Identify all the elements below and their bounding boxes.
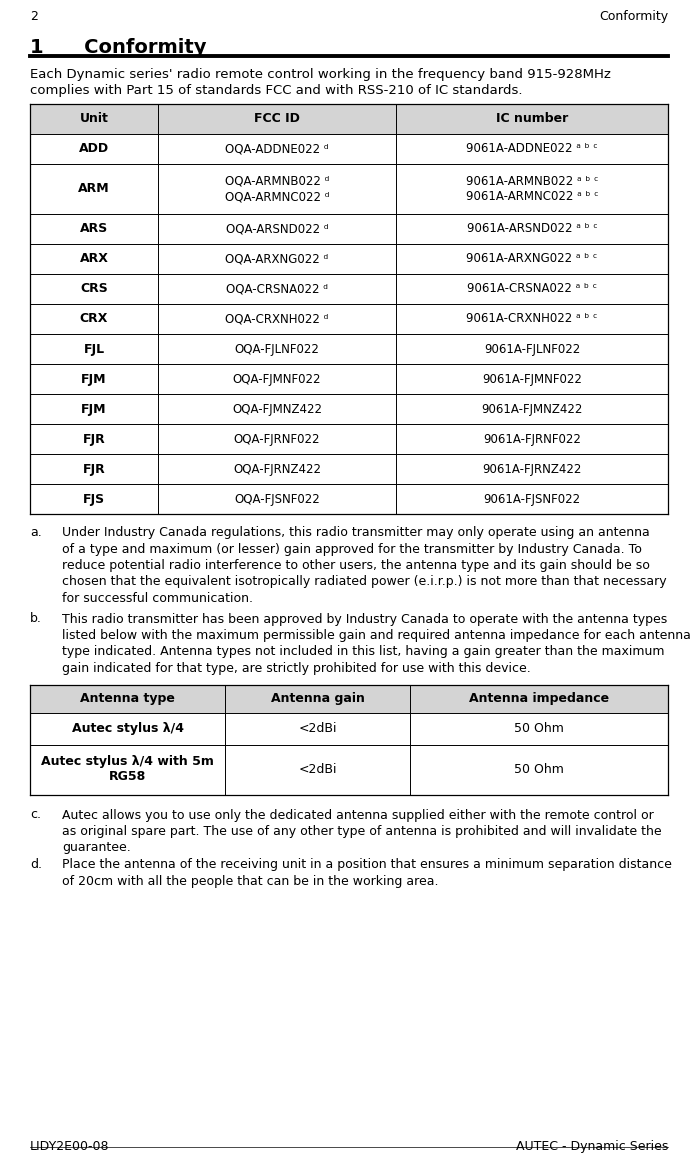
Text: 9061A-ARMNB022 ᵃ ᵇ ᶜ
9061A-ARMNC022 ᵃ ᵇ ᶜ: 9061A-ARMNB022 ᵃ ᵇ ᶜ 9061A-ARMNC022 ᵃ ᵇ … xyxy=(466,175,598,203)
Text: OQA-FJMNZ422: OQA-FJMNZ422 xyxy=(232,403,322,415)
Text: Antenna type: Antenna type xyxy=(80,692,175,705)
Text: OQA-FJLNF022: OQA-FJLNF022 xyxy=(235,342,320,356)
Text: Conformity: Conformity xyxy=(599,11,668,23)
Text: of 20cm with all the people that can be in the working area.: of 20cm with all the people that can be … xyxy=(62,874,438,887)
Text: ARS: ARS xyxy=(80,223,108,236)
Text: 9061A-ARSND022 ᵃ ᵇ ᶜ: 9061A-ARSND022 ᵃ ᵇ ᶜ xyxy=(467,223,597,236)
Text: CRX: CRX xyxy=(80,313,108,326)
Text: <2dBi: <2dBi xyxy=(298,722,336,735)
Text: b.: b. xyxy=(30,613,42,626)
Text: d.: d. xyxy=(30,858,42,871)
Text: FJM: FJM xyxy=(81,403,107,415)
Text: 50 Ohm: 50 Ohm xyxy=(514,763,564,776)
Text: guarantee.: guarantee. xyxy=(62,841,131,854)
Text: Unit: Unit xyxy=(80,112,108,126)
Text: OQA-FJMNF022: OQA-FJMNF022 xyxy=(232,372,321,385)
Text: 50 Ohm: 50 Ohm xyxy=(514,722,564,735)
Text: ARX: ARX xyxy=(80,252,108,266)
Text: reduce potential radio interference to other users, the antenna type and its gai: reduce potential radio interference to o… xyxy=(62,559,650,572)
Text: FJR: FJR xyxy=(82,433,105,446)
Text: 9061A-FJMNZ422: 9061A-FJMNZ422 xyxy=(482,403,583,415)
Text: FCC ID: FCC ID xyxy=(254,112,300,126)
Text: ARM: ARM xyxy=(78,182,110,196)
Text: OQA-ADDNE022 ᵈ: OQA-ADDNE022 ᵈ xyxy=(225,142,329,155)
Text: AUTEC - Dynamic Series: AUTEC - Dynamic Series xyxy=(516,1140,668,1153)
Text: Antenna impedance: Antenna impedance xyxy=(469,692,609,705)
Bar xyxy=(30,685,668,713)
Text: 9061A-FJRNF022: 9061A-FJRNF022 xyxy=(483,433,581,446)
Text: 2: 2 xyxy=(30,11,38,23)
Text: OQA-ARMNB022 ᵈ
OQA-ARMNC022 ᵈ: OQA-ARMNB022 ᵈ OQA-ARMNC022 ᵈ xyxy=(225,175,329,203)
Text: FJS: FJS xyxy=(83,492,105,505)
Text: IC number: IC number xyxy=(496,112,568,126)
Text: OQA-FJRNF022: OQA-FJRNF022 xyxy=(234,433,320,446)
Text: 9061A-ADDNE022 ᵃ ᵇ ᶜ: 9061A-ADDNE022 ᵃ ᵇ ᶜ xyxy=(466,142,598,155)
Text: 9061A-CRSNA022 ᵃ ᵇ ᶜ: 9061A-CRSNA022 ᵃ ᵇ ᶜ xyxy=(467,282,597,295)
Text: 9061A-CRXNH022 ᵃ ᵇ ᶜ: 9061A-CRXNH022 ᵃ ᵇ ᶜ xyxy=(466,313,597,326)
Text: gain indicated for that type, are strictly prohibited for use with this device.: gain indicated for that type, are strict… xyxy=(62,662,530,675)
Text: OQA-ARXNG022 ᵈ: OQA-ARXNG022 ᵈ xyxy=(225,252,329,266)
Text: OQA-CRXNH022 ᵈ: OQA-CRXNH022 ᵈ xyxy=(225,313,329,326)
Text: OQA-ARSND022 ᵈ: OQA-ARSND022 ᵈ xyxy=(225,223,328,236)
Text: Each Dynamic series' radio remote control working in the frequency band 915-928M: Each Dynamic series' radio remote contro… xyxy=(30,68,611,81)
Text: a.: a. xyxy=(30,526,42,539)
Text: for successful communication.: for successful communication. xyxy=(62,592,253,605)
Text: ADD: ADD xyxy=(79,142,109,155)
Text: listed below with the maximum permissible gain and required antenna impedance fo: listed below with the maximum permissibl… xyxy=(62,629,691,642)
Text: FJM: FJM xyxy=(81,372,107,385)
Text: CRS: CRS xyxy=(80,282,108,295)
Text: 9061A-FJLNF022: 9061A-FJLNF022 xyxy=(484,342,580,356)
Text: chosen that the equivalent isotropically radiated power (e.i.r.p.) is not more t: chosen that the equivalent isotropically… xyxy=(62,575,667,588)
Text: Place the antenna of the receiving unit in a position that ensures a minimum sep: Place the antenna of the receiving unit … xyxy=(62,858,672,871)
Text: FJR: FJR xyxy=(82,462,105,475)
Text: 9061A-FJSNF022: 9061A-FJSNF022 xyxy=(484,492,581,505)
Text: as original spare part. The use of any other type of antenna is prohibited and w: as original spare part. The use of any o… xyxy=(62,825,662,838)
Text: <2dBi: <2dBi xyxy=(298,763,336,776)
Text: OQA-FJRNZ422: OQA-FJRNZ422 xyxy=(233,462,321,475)
Bar xyxy=(30,104,668,134)
Text: 1      Conformity: 1 Conformity xyxy=(30,39,207,57)
Text: 9061A-FJRNZ422: 9061A-FJRNZ422 xyxy=(482,462,581,475)
Text: Autec allows you to use only the dedicated antenna supplied either with the remo: Autec allows you to use only the dedicat… xyxy=(62,809,654,822)
Text: This radio transmitter has been approved by Industry Canada to operate with the : This radio transmitter has been approved… xyxy=(62,613,667,626)
Text: Autec stylus λ/4 with 5m
RG58: Autec stylus λ/4 with 5m RG58 xyxy=(41,755,214,783)
Text: 9061A-ARXNG022 ᵃ ᵇ ᶜ: 9061A-ARXNG022 ᵃ ᵇ ᶜ xyxy=(466,252,597,266)
Text: 9061A-FJMNF022: 9061A-FJMNF022 xyxy=(482,372,582,385)
Text: complies with Part 15 of standards FCC and with RSS-210 of IC standards.: complies with Part 15 of standards FCC a… xyxy=(30,84,523,97)
Text: c.: c. xyxy=(30,809,41,822)
Text: of a type and maximum (or lesser) gain approved for the transmitter by Industry : of a type and maximum (or lesser) gain a… xyxy=(62,543,642,555)
Text: OQA-FJSNF022: OQA-FJSNF022 xyxy=(234,492,320,505)
Text: type indicated. Antenna types not included in this list, having a gain greater t: type indicated. Antenna types not includ… xyxy=(62,645,664,658)
Text: FJL: FJL xyxy=(84,342,105,356)
Text: OQA-CRSNA022 ᵈ: OQA-CRSNA022 ᵈ xyxy=(226,282,328,295)
Text: LIDY2E00-08: LIDY2E00-08 xyxy=(30,1140,110,1153)
Text: Antenna gain: Antenna gain xyxy=(271,692,364,705)
Text: Under Industry Canada regulations, this radio transmitter may only operate using: Under Industry Canada regulations, this … xyxy=(62,526,650,539)
Text: Autec stylus λ/4: Autec stylus λ/4 xyxy=(71,722,184,735)
